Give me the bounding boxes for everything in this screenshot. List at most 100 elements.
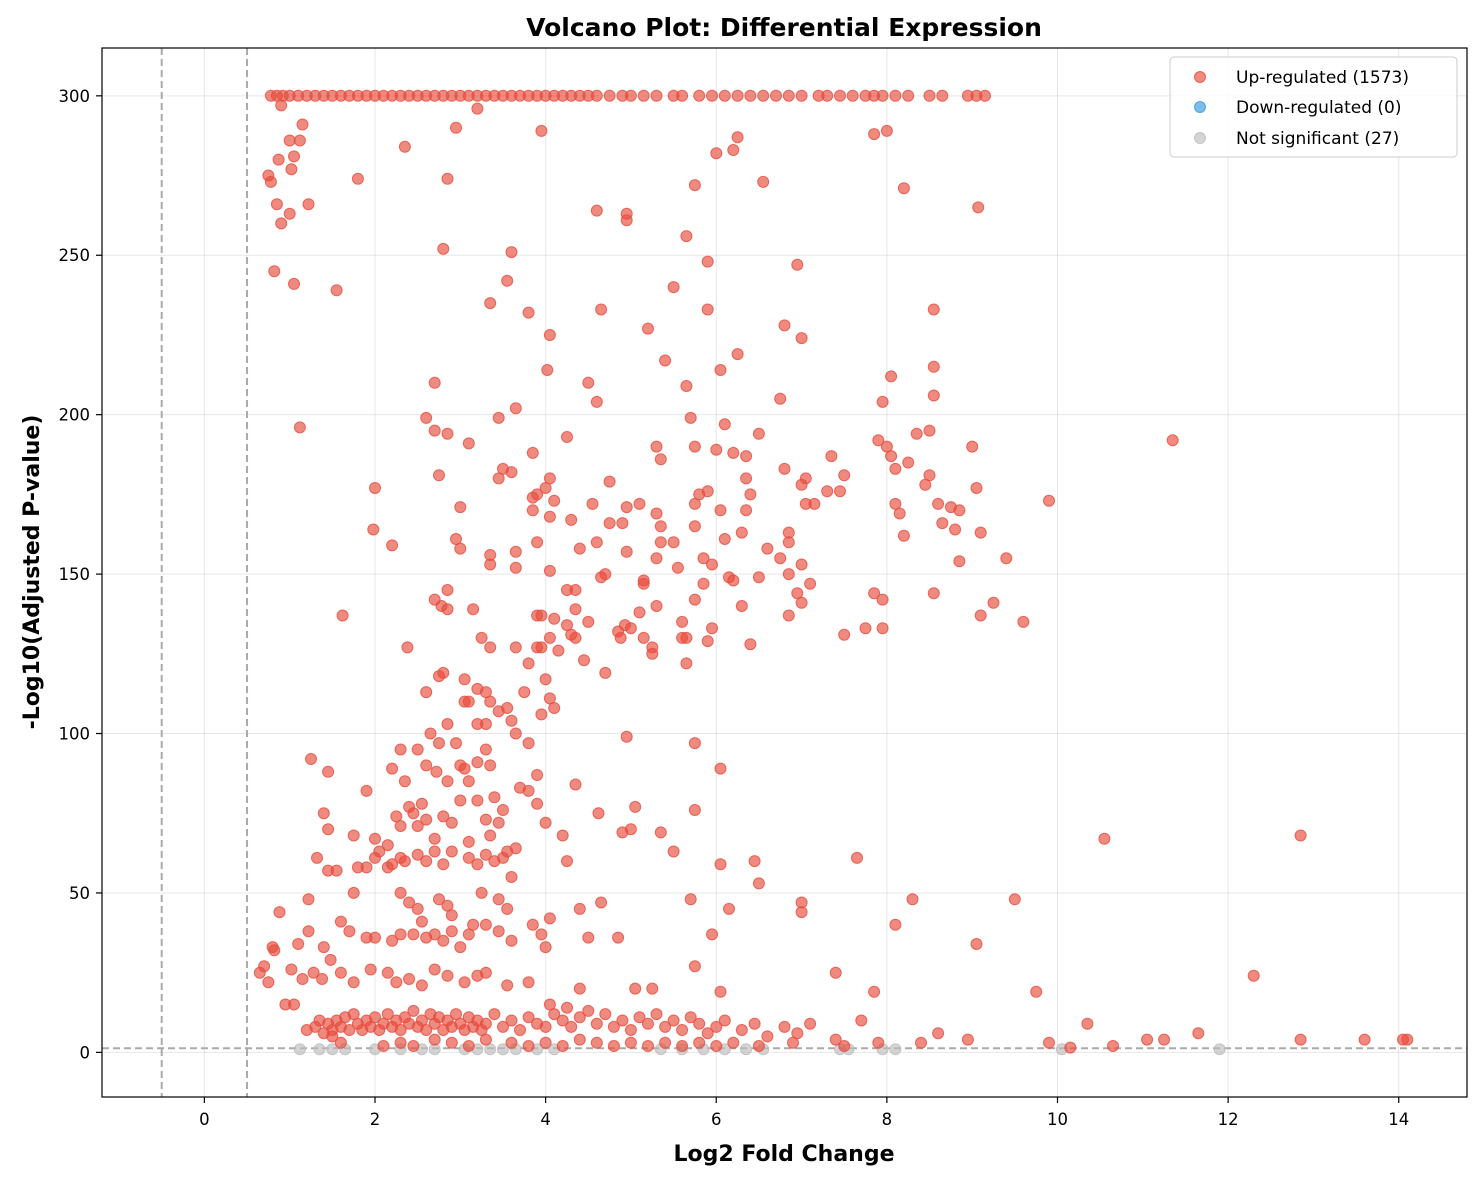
data-point [680,230,693,243]
data-point [428,963,441,976]
data-point [927,360,940,373]
data-point [569,778,582,791]
data-point [317,807,330,820]
data-point [684,893,697,906]
data-point [424,727,437,740]
data-point [603,475,616,488]
data-point [607,1040,620,1052]
data-point [454,501,467,514]
data-point [296,118,309,131]
data-point [748,855,761,868]
data-point [497,1020,509,1033]
data-point [667,1014,680,1027]
data-point [582,931,595,944]
data-point [761,542,774,555]
legend-label-not-significant: Not significant (27) [1236,129,1399,149]
data-point [428,376,441,389]
data-point [411,743,424,756]
data-point [1158,1033,1171,1046]
data-point [688,593,701,606]
data-point [343,925,356,938]
data-point [347,829,360,842]
data-point [599,1008,612,1021]
data-point [437,666,450,679]
data-point [531,769,544,781]
data-point [761,1030,774,1043]
data-point [501,702,514,714]
data-point [283,134,296,147]
data-point [966,440,979,453]
data-point [322,765,335,778]
data-point [629,982,642,995]
data-point [821,485,834,498]
data-point [590,395,603,408]
data-point [590,204,603,217]
data-point [445,816,458,829]
data-point [718,533,731,545]
data-point [334,1036,347,1049]
data-point [450,737,462,750]
data-point [714,762,727,775]
data-point [897,182,910,195]
data-point [381,839,394,852]
legend-marker-up-regulated [1194,71,1206,83]
data-point [543,631,556,644]
data-point [526,504,539,517]
data-point [492,925,505,938]
data-point [539,673,552,686]
data-point [548,702,561,714]
data-point [740,472,753,485]
data-point [505,246,518,259]
data-point [684,1011,697,1024]
data-point [688,179,701,192]
data-point [974,609,987,622]
data-point [526,446,539,459]
data-point [718,89,731,102]
data-point [505,934,518,947]
data-point [322,823,335,836]
data-point [394,743,407,756]
data-point [454,542,467,555]
data-point [458,976,471,989]
data-point [428,845,441,858]
data-point [415,979,428,992]
data-point [386,858,399,871]
data-point [586,497,599,510]
data-point [484,558,497,571]
data-point [620,501,633,514]
data-point [1401,1033,1414,1046]
data-point [573,902,586,915]
data-point [590,89,603,102]
data-point [757,175,770,188]
data-point [462,835,475,848]
data-point [603,517,616,530]
data-point [714,985,727,998]
legend-marker-down-regulated [1194,101,1206,113]
data-point [697,552,710,565]
data-point [778,462,791,475]
data-point [505,714,518,727]
data-point [334,915,347,928]
data-point [369,1011,381,1024]
data-point [347,976,360,989]
data-point [531,797,544,810]
x-tick-label: 4 [540,1110,551,1129]
data-point [317,941,330,954]
data-point [398,855,411,868]
data-point [846,89,859,102]
data-point [268,265,281,278]
data-point [445,909,458,922]
data-point [471,794,484,807]
data-point [541,364,554,376]
data-point [829,1033,842,1046]
data-point [531,641,544,654]
data-point [897,529,910,542]
data-point [505,871,518,883]
data-point [799,497,812,510]
data-point [273,906,286,919]
data-point [795,596,808,609]
data-point [497,804,509,816]
data-point [398,140,411,153]
data-point [569,603,582,616]
